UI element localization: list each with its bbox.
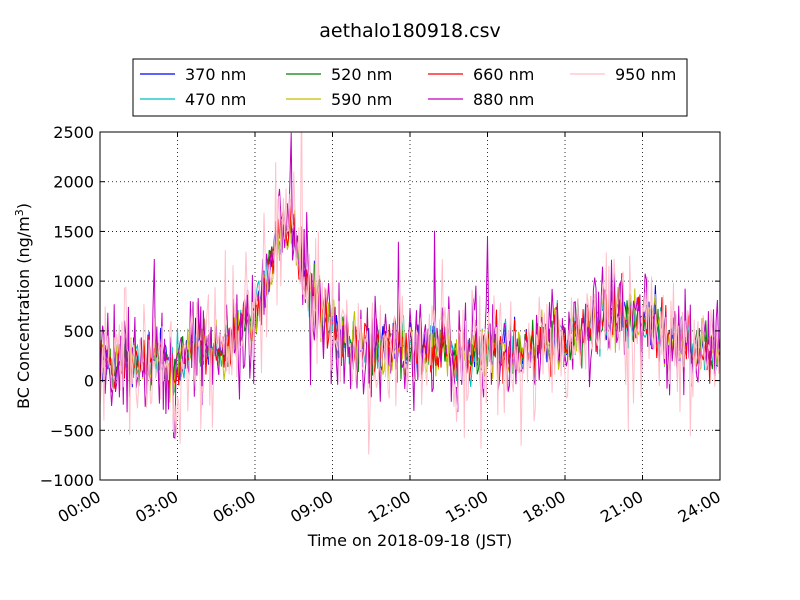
series-lines [100, 132, 720, 455]
y-tick-label: 0 [84, 372, 94, 391]
x-tick-label: 09:00 [287, 487, 336, 527]
x-tick-label: 21:00 [597, 487, 646, 527]
legend-entry: 590 nm [286, 90, 392, 109]
series-line-950-nm [100, 132, 720, 455]
legend-entry: 660 nm [428, 65, 534, 84]
chart-title: aethalo180918.csv [319, 20, 501, 42]
x-tick-label: 12:00 [365, 487, 414, 527]
legend-label: 660 nm [473, 65, 534, 84]
y-tick-label: −1000 [40, 471, 94, 490]
legend-entry: 880 nm [428, 90, 534, 109]
x-tick-label: 18:00 [520, 487, 569, 527]
legend-label: 470 nm [185, 90, 246, 109]
legend-label: 520 nm [331, 65, 392, 84]
legend-label: 370 nm [185, 65, 246, 84]
x-axis-label: Time on 2018-09-18 (JST) [307, 531, 512, 550]
y-tick-label: 500 [63, 322, 94, 341]
legend-box [132, 58, 688, 117]
x-tick-label: 24:00 [675, 487, 724, 527]
legend-label: 590 nm [331, 90, 392, 109]
y-tick-label: −500 [50, 421, 94, 440]
legend: 370 nm 470 nm 520 nm 590 nm 660 nm 880 nm 950 … [132, 58, 688, 117]
axis-ticks [99, 131, 721, 481]
legend-label: 880 nm [473, 90, 534, 109]
legend-entry: 470 nm [140, 90, 246, 109]
x-tick-label: 15:00 [442, 487, 491, 527]
legend-label: 950 nm [615, 65, 676, 84]
series-line-880-nm [100, 132, 720, 439]
y-tick-label: 2000 [53, 173, 94, 192]
legend-entry: 370 nm [140, 65, 246, 84]
y-tick-label: 1500 [53, 222, 94, 241]
x-tick-label: 00:00 [55, 487, 104, 527]
x-tick-label: 03:00 [132, 487, 181, 527]
legend-entry: 950 nm [570, 65, 676, 84]
y-tick-label: 2500 [53, 123, 94, 142]
y-axis-label: BC Concentration (ng/m3) [13, 203, 33, 409]
x-tick-label: 06:00 [210, 487, 259, 527]
y-tick-labels: −1000 −500 0 500 1000 1500 2000 2500 [40, 123, 94, 490]
legend-entry: 520 nm [286, 65, 392, 84]
y-tick-label: 1000 [53, 272, 94, 291]
x-tick-labels: 00:00 03:00 06:00 09:00 12:00 15:00 18:00 21:00… [55, 487, 724, 527]
